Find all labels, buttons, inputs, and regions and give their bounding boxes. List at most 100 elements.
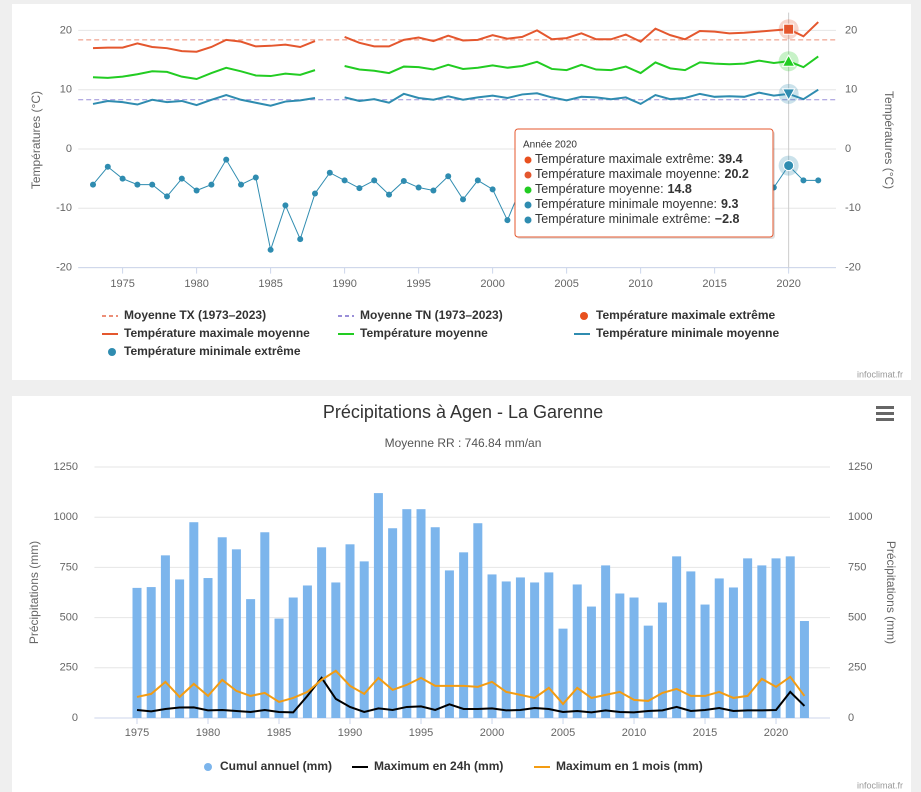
bar [359,561,369,718]
bar [501,581,511,718]
y2-tick-label: -10 [845,202,861,214]
y-axis-title: Précipitations (mm) [27,541,41,644]
legend-label: Cumul annuel (mm) [220,759,332,773]
x-tick-label: 2015 [702,278,726,290]
bar [160,555,170,718]
point [282,202,289,209]
tooltip-box [514,128,774,238]
series-line [136,669,806,706]
point [238,181,245,188]
legend-label: Moyenne TX (1973–2023) [124,308,266,322]
point [489,186,496,193]
tooltip-title: Année 2020 [523,140,577,151]
tooltip-value: −2.8 [715,212,740,226]
chart-title: Précipitations à Agen - La Garenne [323,402,603,422]
y2-tick-label: 20 [845,24,857,36]
tooltip-item: Température maximale extrême: 39.4 [535,152,743,166]
y-tick-label: 0 [72,712,78,724]
bar [459,552,469,718]
point [134,181,141,188]
menu-button[interactable] [876,406,894,421]
legend-label: Température moyenne [360,326,488,340]
y2-tick-label: 250 [848,662,866,674]
tooltip-value: 14.8 [668,182,692,196]
bar [572,584,582,718]
bar [217,537,227,718]
x-tick-label: 1995 [406,278,430,290]
x-tick-label: 1990 [338,727,362,739]
bar [444,570,454,718]
bar [657,602,667,718]
legend-symbol [108,348,116,356]
x-tick-label: 1980 [196,727,220,739]
legend-label: Température maximale extrême [596,308,776,322]
tooltip-label: Température maximale moyenne: [535,167,721,181]
point [415,184,422,191]
x-tick-label: 2020 [764,727,788,739]
legend-label: Maximum en 1 mois (mm) [556,759,703,773]
point [445,173,452,180]
menu-bar[interactable] [876,412,894,415]
bar [714,578,724,718]
bar [146,587,156,718]
y-tick-label: 250 [60,662,78,674]
y-tick-label: 1000 [54,511,78,523]
bar [288,597,298,718]
x-tick-label: 1995 [409,727,433,739]
legend-label: Température maximale moyenne [124,326,310,340]
bar [515,577,525,718]
series-line [92,55,819,81]
menu-bar[interactable] [876,406,894,409]
point [208,181,215,188]
menu-bar[interactable] [876,418,894,421]
bar [189,522,199,718]
y2-tick-label: -20 [845,262,861,274]
x-tick-label: 2005 [551,727,575,739]
x-tick-label: 2010 [622,727,646,739]
y-tick-label: -10 [56,202,72,214]
point [312,190,319,197]
y-tick-label: 0 [66,143,72,155]
x-tick-label: 1990 [332,278,356,290]
point [371,177,378,184]
hover-marker [781,88,796,101]
tooltip-label: Température minimale extrême: [535,212,711,226]
tooltip-item: Température minimale moyenne: 9.3 [535,197,738,211]
legend-label: Température minimale moyenne [596,326,779,340]
point [223,156,230,163]
x-tick-label: 1975 [110,278,134,290]
point [341,177,348,184]
point [800,177,807,184]
point [252,174,259,181]
point [267,246,274,253]
point [164,193,171,200]
point [815,177,822,184]
y2-axis-title: Températures (°C) [882,91,896,189]
bar [544,572,554,718]
y2-tick-label: 0 [848,712,854,724]
bar [132,587,142,718]
x-tick-label: 2000 [480,278,504,290]
y-tick-label: 10 [60,84,72,96]
tooltip-value: 9.3 [721,197,738,211]
credit: infoclimat.fr [857,369,903,379]
y-tick-label: -20 [56,262,72,274]
tooltip-item: Température maximale moyenne: 20.2 [535,167,749,181]
legend-label: Maximum en 24h (mm) [374,759,503,773]
bar [785,556,795,718]
legend-symbol [204,763,212,771]
bar [643,625,653,718]
point [149,181,156,188]
point [356,185,363,192]
point [193,187,200,194]
point [104,163,111,170]
bar [175,579,185,718]
bar [601,565,611,718]
bar [771,558,781,718]
y-tick-label: 500 [60,612,78,624]
series-line [92,21,819,53]
y-axis-title: Températures (°C) [29,91,43,189]
